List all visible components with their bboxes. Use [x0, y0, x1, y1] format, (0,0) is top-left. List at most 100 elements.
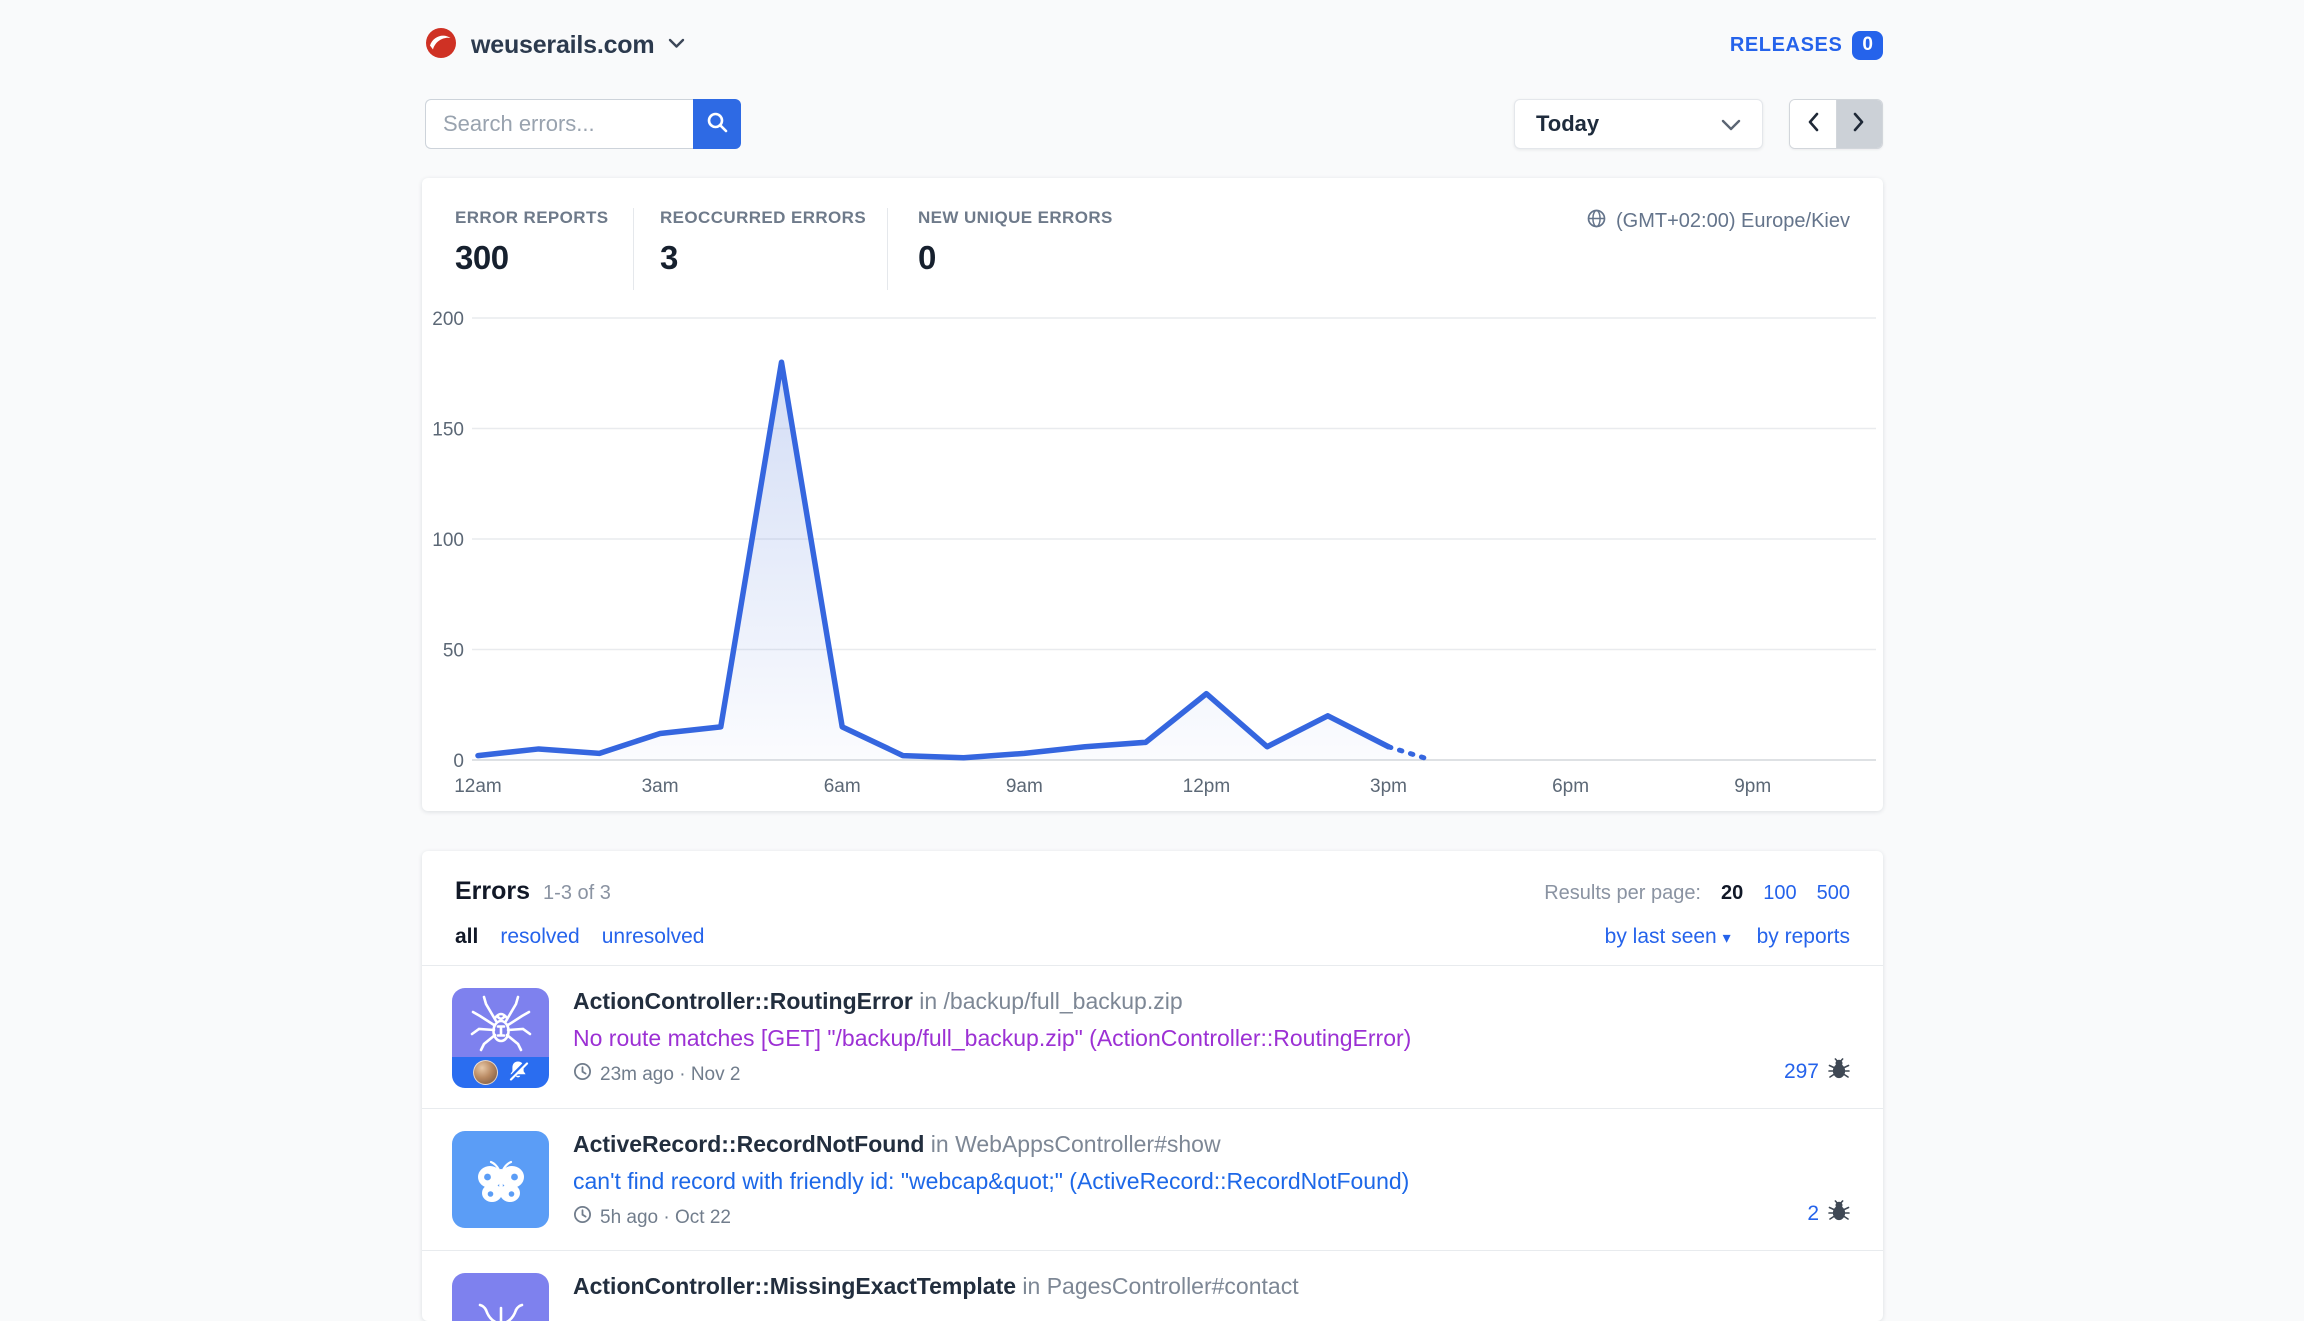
- butterfly-icon: [452, 1131, 549, 1228]
- per-page-option-500[interactable]: 500: [1816, 882, 1850, 904]
- stat-reoccurred-errors: REOCCURRED ERRORS 3: [634, 208, 888, 290]
- svg-text:3pm: 3pm: [1370, 776, 1407, 797]
- error-meta-line: 5h ago · Oct 22: [573, 1205, 1807, 1230]
- bug-icon: [1828, 1058, 1850, 1086]
- error-time: 23m ago · Nov 2: [600, 1063, 741, 1085]
- svg-text:9pm: 9pm: [1734, 776, 1771, 797]
- error-details: ActiveRecord::RecordNotFound in WebAppsC…: [573, 1131, 1807, 1230]
- toolbar-right-controls: Today: [1514, 99, 1883, 149]
- sort-by-last-seen-label: by last seen: [1604, 925, 1717, 948]
- stat-label: REOCCURRED ERRORS: [660, 208, 867, 227]
- releases-count-badge: 0: [1852, 30, 1883, 60]
- search-button[interactable]: [693, 99, 741, 149]
- error-class-name: ActiveRecord::RecordNotFound: [573, 1131, 925, 1157]
- assignee-avatar: [472, 1060, 498, 1085]
- project-selector[interactable]: weuserails.com: [425, 27, 685, 64]
- svg-text:12am: 12am: [454, 776, 502, 797]
- timezone-indicator: (GMT+02:00) Europe/Kiev: [1586, 208, 1850, 235]
- clock-icon: [573, 1062, 592, 1087]
- errors-range-text: 1-3 of 3: [543, 882, 611, 904]
- previous-period-button[interactable]: [1790, 100, 1836, 148]
- svg-text:6am: 6am: [824, 776, 861, 797]
- chart-card: ERROR REPORTS 300 REOCCURRED ERRORS 3 NE…: [422, 178, 1883, 811]
- next-period-button[interactable]: [1835, 100, 1882, 148]
- stat-value: 0: [918, 239, 936, 276]
- svg-text:200: 200: [432, 309, 464, 330]
- svg-text:100: 100: [432, 530, 464, 551]
- error-message-link[interactable]: No route matches [GET] "/backup/full_bac…: [573, 1025, 1412, 1051]
- svg-text:50: 50: [443, 641, 464, 662]
- date-range-value: Today: [1536, 111, 1600, 136]
- sort-caret-icon: ▾: [1722, 930, 1731, 947]
- error-location: in PagesController#contact: [1022, 1273, 1299, 1299]
- chevron-down-icon: [668, 36, 685, 54]
- error-message-line: can't find record with friendly id: "web…: [573, 1168, 1807, 1195]
- error-fingerprint-icon: [452, 1273, 549, 1321]
- project-name: weuserails.com: [471, 30, 655, 59]
- svg-text:0: 0: [453, 751, 464, 772]
- stats-row: ERROR REPORTS 300 REOCCURRED ERRORS 3 NE…: [422, 178, 1883, 290]
- error-class-name: ActionController::RoutingError: [573, 988, 913, 1014]
- bug-icon: [1828, 1200, 1850, 1228]
- error-report-count: 2: [1807, 1200, 1850, 1228]
- stat-label: ERROR REPORTS: [455, 208, 609, 227]
- filter-unresolved[interactable]: unresolved: [601, 925, 705, 948]
- releases-link[interactable]: RELEASES 0: [1729, 30, 1883, 60]
- toolbar: Today: [422, 99, 1883, 149]
- search-input[interactable]: [425, 99, 693, 149]
- svg-text:6pm: 6pm: [1552, 776, 1589, 797]
- sprout-icon: [452, 1273, 549, 1321]
- error-location: in WebAppsController#show: [930, 1131, 1221, 1157]
- errors-card: Errors 1-3 of 3 Results per page: 20 100…: [422, 851, 1883, 1321]
- chevron-left-icon: [1806, 111, 1820, 138]
- stat-new-unique-errors: NEW UNIQUE ERRORS 0: [888, 208, 1113, 290]
- stat-value: 3: [660, 239, 678, 276]
- timezone-text: (GMT+02:00) Europe/Kiev: [1616, 210, 1850, 232]
- error-reports-line-chart[interactable]: 0 50 100 150 200 12am 3am 6am 9am 12pm 3pm 6pm 9pm: [422, 308, 1883, 808]
- error-report-count: 297: [1784, 1058, 1850, 1086]
- clock-icon: [573, 1205, 592, 1230]
- assignee-strip: [452, 1057, 549, 1088]
- error-details: ActionController::MissingExactTemplate i…: [573, 1273, 1850, 1321]
- top-header: weuserails.com RELEASES 0: [422, 18, 1883, 72]
- error-class-line: ActiveRecord::RecordNotFound in WebAppsC…: [573, 1131, 1807, 1158]
- errors-header: Errors 1-3 of 3 Results per page: 20 100…: [422, 851, 1883, 906]
- filter-all[interactable]: all: [455, 925, 479, 948]
- error-count-link[interactable]: 2: [1807, 1202, 1819, 1225]
- error-row-missing-template: ActionController::MissingExactTemplate i…: [422, 1250, 1883, 1321]
- error-time: 5h ago · Oct 22: [600, 1206, 731, 1228]
- stat-label: NEW UNIQUE ERRORS: [918, 208, 1113, 227]
- error-message-link[interactable]: can't find record with friendly id: "web…: [573, 1168, 1410, 1194]
- filter-resolved[interactable]: resolved: [500, 925, 580, 948]
- svg-text:150: 150: [432, 420, 464, 441]
- error-message-line: No route matches [GET] "/backup/full_bac…: [573, 1025, 1784, 1052]
- errors-title: Errors: [455, 877, 531, 905]
- date-nav-buttons: [1789, 99, 1883, 149]
- svg-text:12pm: 12pm: [1183, 776, 1231, 797]
- spider-icon: [452, 988, 549, 1057]
- filter-row: all resolved unresolved by last seen ▾ b…: [422, 906, 1883, 965]
- error-fingerprint-icon: [452, 988, 549, 1088]
- per-page-option-100[interactable]: 100: [1763, 882, 1797, 904]
- releases-label: RELEASES: [1729, 33, 1843, 56]
- per-page-option-20[interactable]: 20: [1721, 882, 1744, 904]
- error-class-name: ActionController::MissingExactTemplate: [573, 1273, 1017, 1299]
- globe-icon: [1586, 208, 1607, 235]
- error-count-link[interactable]: 297: [1783, 1060, 1819, 1083]
- sort-by-reports[interactable]: by reports: [1756, 925, 1850, 948]
- error-details: ActionController::RoutingError in /backu…: [573, 988, 1784, 1088]
- date-range-select[interactable]: Today: [1514, 99, 1763, 149]
- errors-title-group: Errors 1-3 of 3: [455, 877, 611, 906]
- error-location: in /backup/full_backup.zip: [919, 988, 1183, 1014]
- search-icon: [706, 111, 729, 137]
- status-filters: all resolved unresolved: [455, 925, 704, 949]
- chevron-right-icon: [1852, 111, 1866, 138]
- sort-controls: by last seen ▾ by reports: [1605, 925, 1850, 949]
- error-row-routing-error: ActionController::RoutingError in /backu…: [422, 965, 1883, 1108]
- stat-error-reports: ERROR REPORTS 300: [422, 208, 634, 290]
- search-group: [425, 99, 741, 149]
- error-class-line: ActionController::MissingExactTemplate i…: [573, 1273, 1850, 1300]
- sort-by-last-seen[interactable]: by last seen ▾: [1605, 925, 1731, 949]
- error-fingerprint-icon: [452, 1131, 549, 1228]
- chevron-down-icon: [1721, 111, 1741, 137]
